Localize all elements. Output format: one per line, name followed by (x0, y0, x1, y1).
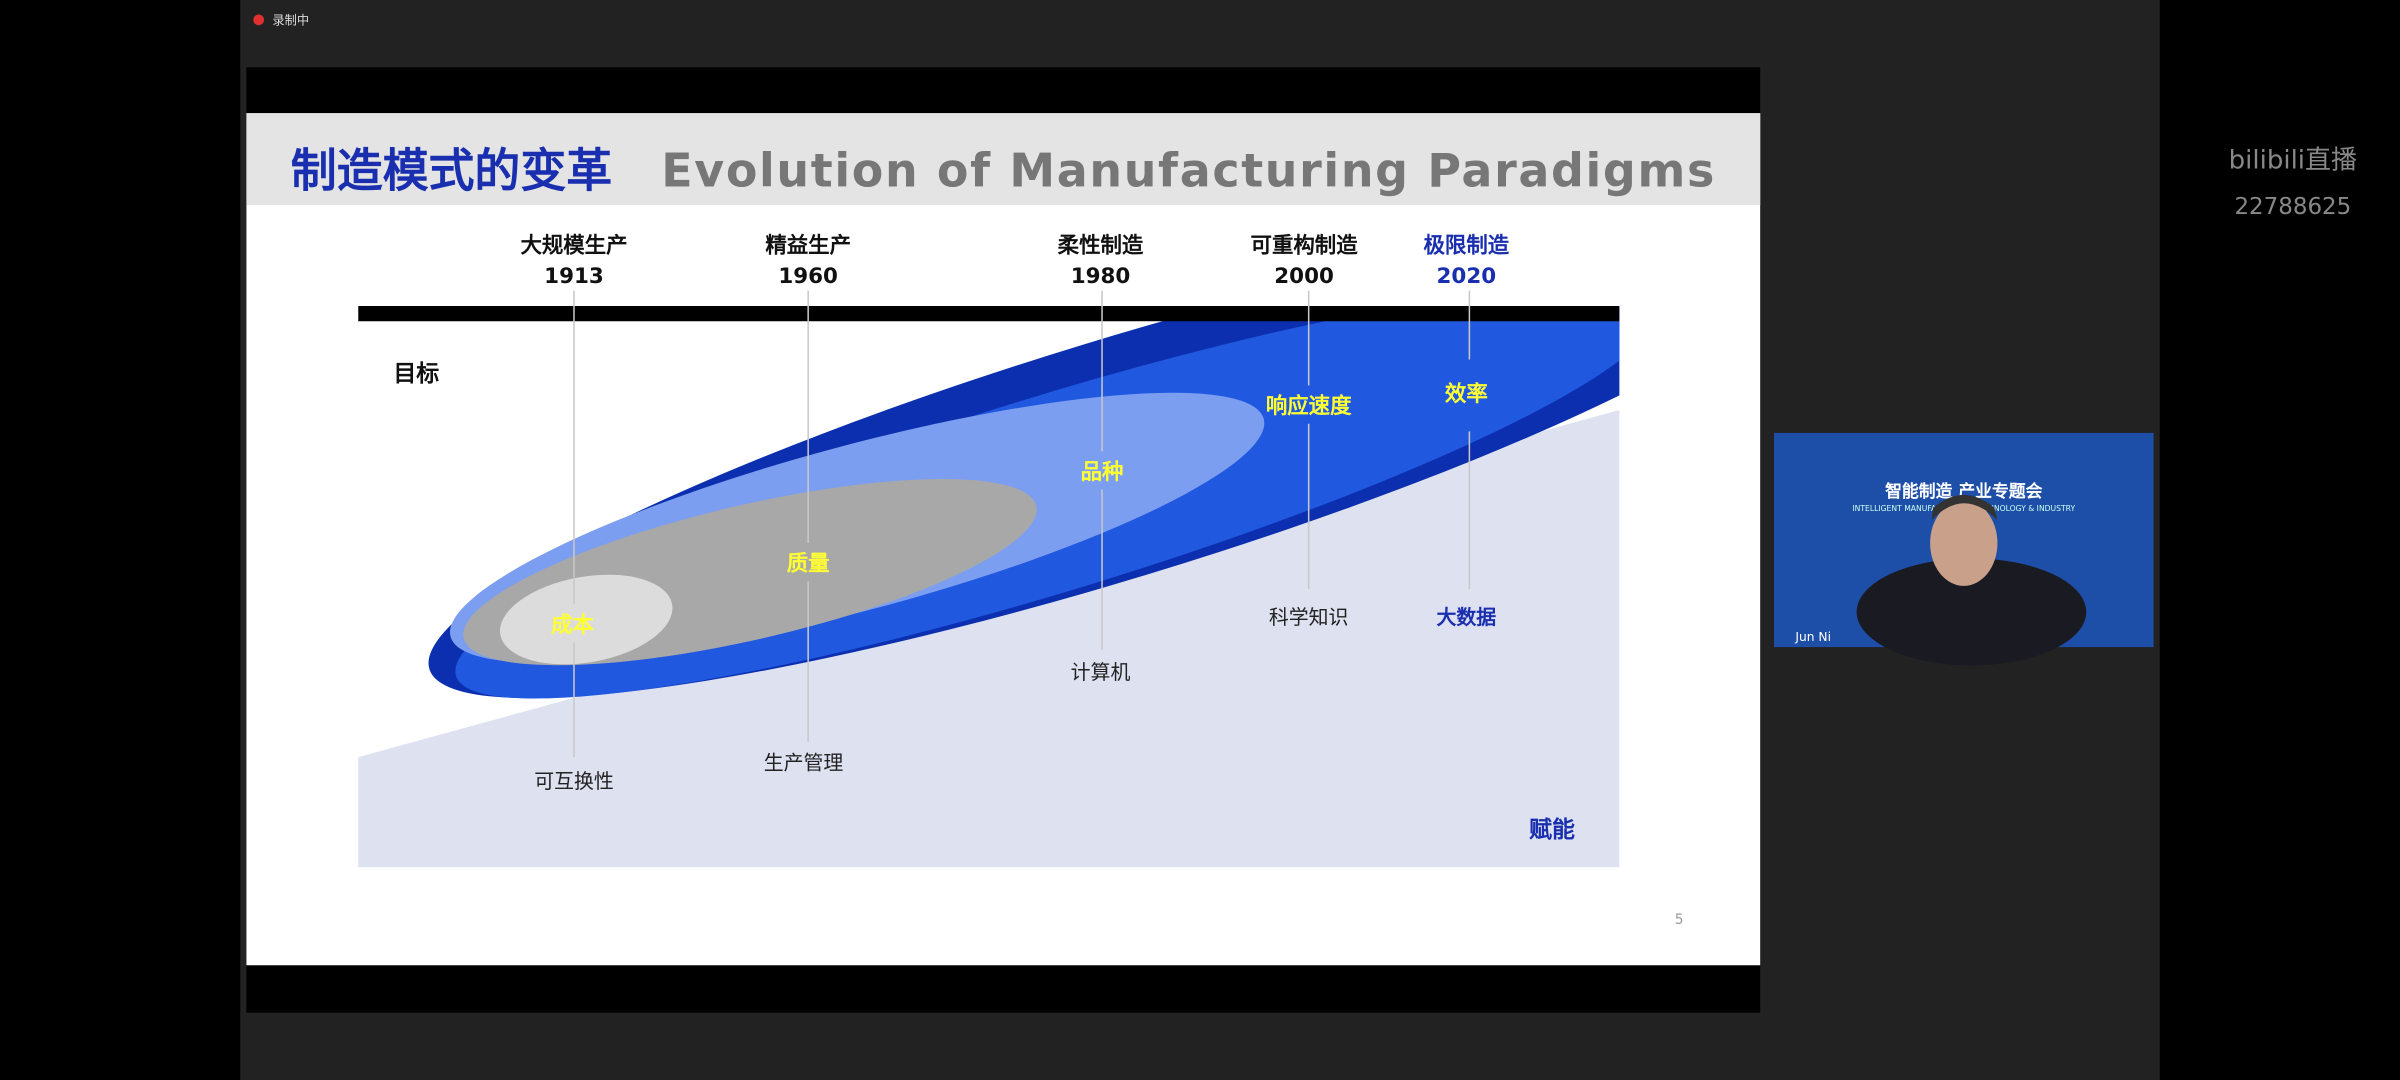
era-goal: 效率 (1445, 381, 1488, 407)
era-goal: 成本 (551, 613, 594, 638)
era-goal: 响应速度 (1266, 393, 1352, 419)
platform-logo: bilibili直播 (2229, 145, 2357, 175)
conference-title: 智能制造 产业专题会 (1885, 481, 2043, 501)
era-enabler: 生产管理 (764, 751, 844, 774)
page-number: 5 (1675, 912, 1684, 928)
era-enabler: 可互换性 (534, 770, 614, 793)
era-enabler: 计算机 (1071, 661, 1131, 684)
room-id: 22788625 (2234, 194, 2351, 220)
goal-axis: 目标 (393, 361, 439, 387)
era-year: 1913 (544, 264, 604, 289)
enable-area (358, 409, 1620, 868)
speaker-hair (1931, 494, 1998, 521)
recording-dot (253, 14, 265, 26)
chart (358, 305, 1620, 868)
recording-label: 录制中 (272, 12, 309, 27)
era-lines (573, 290, 1471, 758)
ellipse-1913 (499, 574, 673, 665)
era-name: 柔性制造 (1058, 233, 1144, 258)
era-name: 可重构制造 (1251, 233, 1359, 258)
speaker-body (1856, 558, 2087, 666)
era-name: 精益生产 (765, 232, 851, 258)
speaker-head (1930, 500, 1998, 586)
era-year: 1960 (778, 264, 838, 289)
era-goal: 质量 (787, 552, 830, 577)
chart-top-bar (358, 305, 1620, 322)
title-en: Evolution of Manufacturing Paradigms (661, 144, 1714, 198)
title-bar (246, 113, 1761, 205)
era-year: 1980 (1071, 264, 1131, 289)
era-enabler: 大数据 (1436, 606, 1496, 629)
era-name: 大规模生产 (520, 233, 627, 258)
era-goal: 品种 (1081, 460, 1124, 485)
enable-axis: 赋能 (1529, 816, 1575, 843)
era-year: 2000 (1274, 264, 1334, 289)
era-enabler: 科学知识 (1269, 606, 1349, 629)
era-name: 极限制造 (1424, 233, 1510, 258)
era-year: 2020 (1437, 264, 1497, 289)
speaker-name: Jun Ni (1794, 630, 1831, 644)
title-cn: 制造模式的变革 (291, 144, 612, 198)
